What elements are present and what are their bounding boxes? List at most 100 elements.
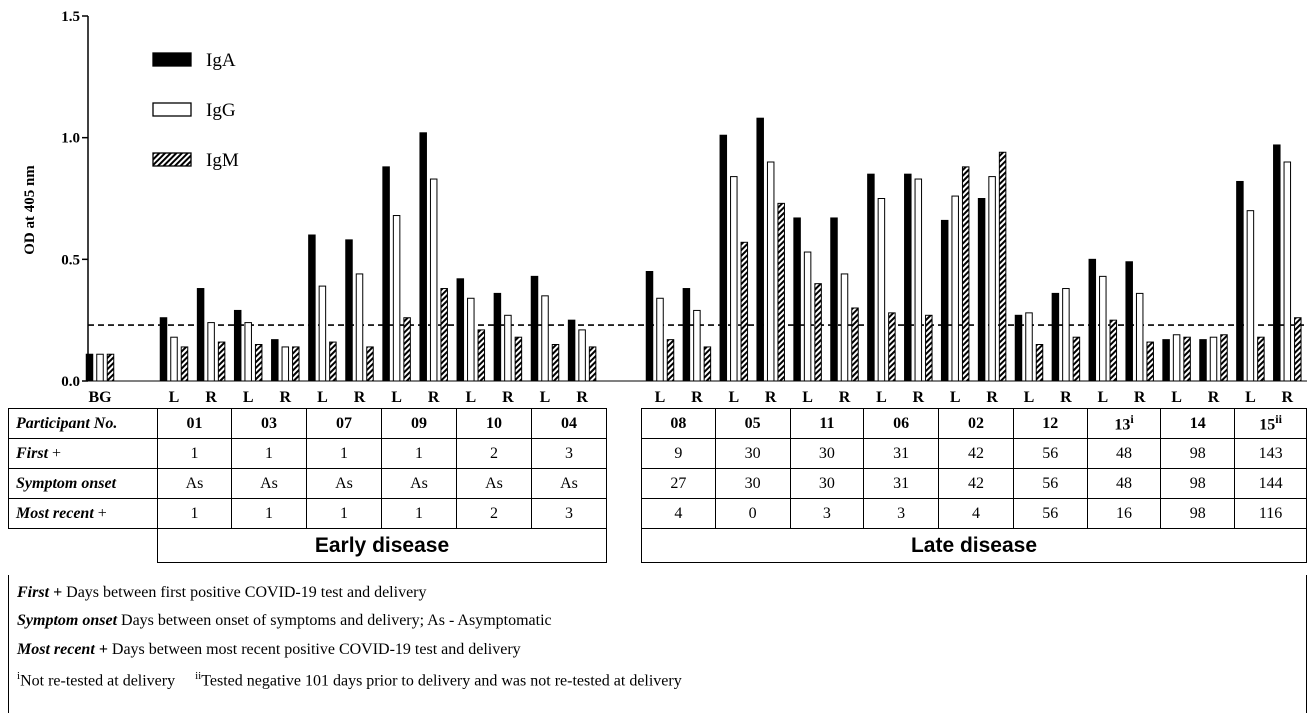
igg-bar bbox=[1099, 275, 1107, 382]
iga-bar bbox=[456, 278, 465, 382]
late-group-row: Late disease bbox=[641, 528, 1307, 563]
table-cell: 1 bbox=[381, 498, 457, 529]
igm-bar bbox=[998, 151, 1007, 382]
first-positive-row: 9 30 30 31 42 56 48 98 143 bbox=[641, 438, 1307, 469]
table-cell: 1 bbox=[157, 438, 232, 469]
table-cell: 56 bbox=[1012, 468, 1088, 499]
table-cell: 05 bbox=[714, 408, 791, 439]
table-cell: 116 bbox=[1234, 498, 1307, 529]
table-cell: 1 bbox=[306, 498, 382, 529]
footnotes: First + Days between first positive COVI… bbox=[8, 575, 1307, 713]
x-tick-label: L bbox=[317, 389, 328, 406]
late-disease-table: 08 05 11 06 02 12 13i 14 15ii 9 30 30 31 42 56 48 98 143… bbox=[641, 408, 1307, 563]
table-cell: 98 bbox=[1160, 498, 1236, 529]
iga-bar bbox=[530, 275, 539, 382]
table-cell: As bbox=[456, 468, 532, 499]
x-tick-label: L bbox=[465, 389, 476, 406]
igm-bar bbox=[1109, 319, 1118, 382]
igg-bar bbox=[1135, 292, 1144, 382]
iga-bar bbox=[419, 132, 427, 382]
iga-bar bbox=[719, 134, 728, 382]
igm-bar bbox=[925, 314, 933, 382]
legend-label: IgM bbox=[206, 150, 239, 171]
igm-legend-swatch bbox=[152, 152, 192, 167]
x-tick-label: L bbox=[950, 389, 961, 406]
footnote-first: First + Days between first positive COVI… bbox=[17, 584, 427, 601]
x-tick-label: R bbox=[1208, 389, 1220, 406]
igm-bar bbox=[1257, 336, 1265, 382]
table-cell: 42 bbox=[938, 438, 1014, 469]
table-cell: 12 bbox=[1012, 408, 1088, 439]
iga-bar bbox=[1125, 261, 1133, 382]
table-cell: 48 bbox=[1086, 438, 1162, 469]
iga-bar bbox=[271, 339, 279, 382]
x-tick-label: L bbox=[1097, 389, 1108, 406]
table-cell: 56 bbox=[1012, 498, 1088, 529]
igg-bar bbox=[1062, 288, 1070, 382]
row-label-participant: Participant No. bbox=[8, 408, 158, 439]
table-cell: 9 bbox=[641, 438, 716, 469]
iga-bar bbox=[645, 271, 654, 382]
x-tick-label: R bbox=[691, 389, 703, 406]
iga-bar bbox=[345, 239, 353, 382]
most-recent-row: 4 0 3 3 4 56 16 98 116 bbox=[641, 498, 1307, 529]
igg-bar bbox=[281, 346, 290, 382]
iga-bar bbox=[567, 319, 576, 382]
bars bbox=[85, 117, 1307, 382]
table-cell: 1 bbox=[306, 438, 382, 469]
igg-bar bbox=[318, 285, 327, 382]
table-cell: 03 bbox=[231, 408, 307, 439]
iga-bar bbox=[1162, 339, 1170, 382]
table-cell: 0 bbox=[714, 498, 791, 529]
igg-bar bbox=[1025, 312, 1033, 382]
igg-bar bbox=[1246, 210, 1255, 382]
igg-bar bbox=[429, 178, 438, 382]
table-cell: As bbox=[306, 468, 382, 499]
table-cell: 56 bbox=[1012, 438, 1088, 469]
table-cell: 143 bbox=[1234, 438, 1307, 469]
x-tick-label: R bbox=[913, 389, 925, 406]
x-tick-labels: BG L R L R L R L R L R L R L R L R L R L R L R L R L R L R L R bbox=[88, 389, 1293, 406]
iga-bar bbox=[904, 173, 912, 382]
table-cell: As bbox=[231, 468, 307, 499]
igm-bar bbox=[777, 202, 785, 382]
igg-bar bbox=[693, 309, 701, 382]
table-cell: As bbox=[381, 468, 457, 499]
igm-bar bbox=[106, 353, 115, 382]
participant-row: 08 05 11 06 02 12 13i 14 15ii bbox=[641, 408, 1307, 439]
y-tick-label: 0.5 bbox=[61, 252, 80, 268]
footnote-recent: Most recent + Days between most recent p… bbox=[17, 641, 521, 658]
igm-bar bbox=[1294, 317, 1302, 382]
y-tick-label: 1.5 bbox=[61, 9, 80, 25]
igm-bar bbox=[440, 288, 448, 382]
igg-bar bbox=[96, 353, 104, 382]
table-cell: 4 bbox=[641, 498, 716, 529]
table-cell: 10 bbox=[456, 408, 532, 439]
iga-bar bbox=[308, 234, 316, 382]
igg-bar bbox=[840, 273, 849, 382]
iga-bar bbox=[1199, 339, 1207, 382]
y-tick-label: 1.0 bbox=[61, 131, 80, 147]
table-cell: 1 bbox=[231, 438, 307, 469]
iga-bar bbox=[1088, 258, 1097, 382]
iga-bar bbox=[196, 288, 205, 382]
igg-bar bbox=[1283, 161, 1292, 382]
x-tick-label: L bbox=[1171, 389, 1182, 406]
table-cell: 08 bbox=[641, 408, 716, 439]
x-tick-label: R bbox=[986, 389, 998, 406]
x-tick-label: L bbox=[540, 389, 551, 406]
igg-bar bbox=[355, 273, 364, 382]
igm-bar bbox=[551, 344, 560, 382]
igg-bar bbox=[578, 329, 586, 382]
igg-bar bbox=[1172, 334, 1181, 382]
table-cell: As bbox=[157, 468, 232, 499]
table-cell: 144 bbox=[1234, 468, 1307, 499]
igg-bar bbox=[951, 195, 959, 382]
igg-bar bbox=[170, 336, 178, 382]
table-cell: 4 bbox=[938, 498, 1014, 529]
table-cell: 30 bbox=[714, 438, 791, 469]
igg-bar bbox=[914, 178, 923, 382]
x-tick-label: R bbox=[765, 389, 777, 406]
table-cell: 30 bbox=[714, 468, 791, 499]
table-cell: 3 bbox=[531, 438, 607, 469]
